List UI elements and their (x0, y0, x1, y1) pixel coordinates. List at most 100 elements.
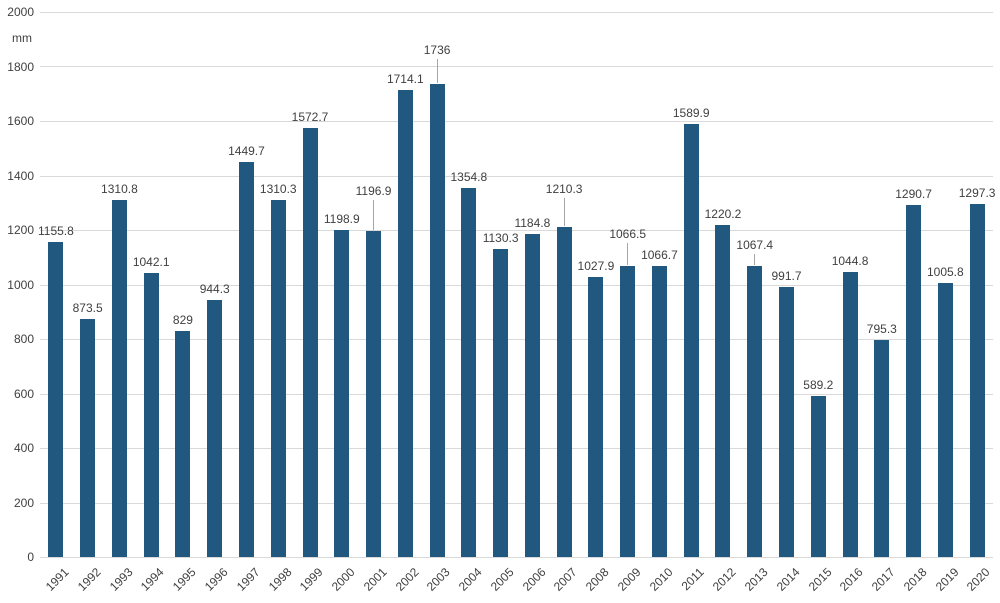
data-label: 1297.3 (958, 185, 996, 200)
data-label: 1067.4 (736, 238, 774, 253)
bar (493, 249, 509, 557)
bar (80, 318, 96, 557)
y-axis: 0 200 400 600 800 1000 1200 1400 1600 1800 2000 (0, 0, 34, 603)
x-tick-label: 1994 (138, 565, 168, 594)
bar (207, 299, 223, 557)
bar (810, 396, 826, 557)
bar (175, 331, 191, 557)
bar (48, 242, 64, 557)
bar (429, 83, 445, 557)
data-label: 1714.1 (386, 71, 424, 86)
y-tick-label: 400 (13, 441, 34, 455)
bar (969, 203, 985, 557)
bar (588, 276, 604, 557)
x-tick-label: 2013 (741, 565, 771, 594)
bar (651, 266, 667, 557)
x-axis: 1991 1992 1993 1994 1995 1996 1997 1998 1999 2000… (40, 563, 1000, 603)
data-label: 1449.7 (228, 143, 265, 158)
x-tick-label: 2017 (868, 565, 898, 594)
bar (524, 234, 540, 557)
label-leader-line (627, 243, 629, 266)
bar (334, 230, 350, 557)
data-label: 1736 (423, 42, 451, 57)
x-tick-label: 2005 (487, 565, 517, 594)
data-label: 1210.3 (545, 182, 583, 197)
y-tick-label: 1200 (7, 223, 34, 237)
gridline (40, 176, 993, 177)
data-label: 589.2 (803, 378, 834, 393)
bar (620, 266, 636, 557)
gridline (40, 66, 993, 67)
data-label: 1066.5 (609, 227, 647, 242)
x-tick-label: 2004 (455, 565, 485, 594)
data-label: 1196.9 (355, 183, 392, 198)
x-tick-label: 2018 (900, 565, 930, 594)
label-leader-line (436, 58, 438, 83)
x-tick-label: 2010 (646, 565, 676, 594)
bar (747, 266, 763, 557)
data-label: 1155.8 (37, 224, 74, 239)
label-leader-line (373, 199, 375, 230)
x-tick-label: 2009 (614, 565, 644, 594)
data-label: 1005.8 (926, 264, 964, 279)
label-leader-line (563, 198, 565, 227)
y-axis-unit-label: mm (12, 31, 32, 45)
bar (366, 230, 382, 557)
x-tick-label: 2000 (328, 565, 358, 594)
data-label: 991.7 (771, 268, 802, 283)
data-label: 1184.8 (514, 216, 551, 231)
y-tick-label: 600 (13, 386, 34, 401)
x-tick-label: 2002 (392, 565, 422, 594)
bar (461, 187, 477, 557)
data-label: 1044.8 (831, 254, 869, 269)
x-axis-line (40, 557, 993, 558)
data-label: 1310.3 (259, 181, 297, 196)
x-tick-label: 2011 (678, 565, 708, 594)
bar (397, 89, 413, 557)
y-tick-label: 1800 (7, 59, 34, 74)
x-tick-label: 2014 (773, 565, 803, 594)
y-tick-label: 200 (13, 495, 34, 510)
x-tick-label: 2007 (551, 565, 581, 594)
y-tick-label: 800 (13, 332, 34, 346)
gridline (40, 121, 993, 122)
gridline (40, 339, 993, 340)
bar (556, 227, 572, 557)
x-tick-label: 2012 (710, 565, 739, 594)
gridline (40, 448, 993, 449)
x-tick-label: 1995 (170, 565, 199, 594)
bar (111, 199, 127, 557)
x-tick-label: 1996 (201, 565, 231, 594)
gridline (40, 503, 993, 504)
bar (238, 161, 254, 557)
bar (779, 286, 795, 557)
data-label: 829 (172, 313, 193, 328)
plot-area: 1155.8 873.5 1310.8 1042.1 829 944.3 1449.7 131… (38, 12, 995, 558)
data-label: 873.5 (72, 300, 103, 315)
y-tick-label: 1600 (7, 114, 34, 128)
bar (715, 224, 731, 557)
y-tick-label: 1400 (7, 168, 34, 183)
data-label: 944.3 (199, 281, 230, 296)
data-label: 1572.7 (291, 110, 329, 125)
gridline (40, 12, 993, 13)
y-tick-label: 0 (27, 550, 34, 564)
data-label: 1290.7 (895, 187, 932, 202)
y-tick-label: 2000 (7, 5, 34, 19)
data-label: 1310.8 (101, 181, 138, 196)
data-label: 1354.8 (450, 169, 488, 184)
bar (937, 282, 953, 557)
x-tick-label: 2003 (424, 565, 453, 594)
x-tick-label: 2019 (932, 565, 962, 594)
y-tick-label: 1000 (7, 277, 34, 292)
x-tick-label: 1993 (106, 565, 136, 594)
x-tick-label: 2020 (964, 565, 994, 594)
data-label: 1198.9 (323, 212, 360, 227)
bar (302, 128, 318, 557)
x-tick-label: 2006 (519, 565, 549, 594)
bar (874, 340, 890, 557)
x-tick-label: 1992 (74, 565, 104, 594)
x-tick-label: 2008 (583, 565, 612, 594)
gridline (40, 285, 993, 286)
